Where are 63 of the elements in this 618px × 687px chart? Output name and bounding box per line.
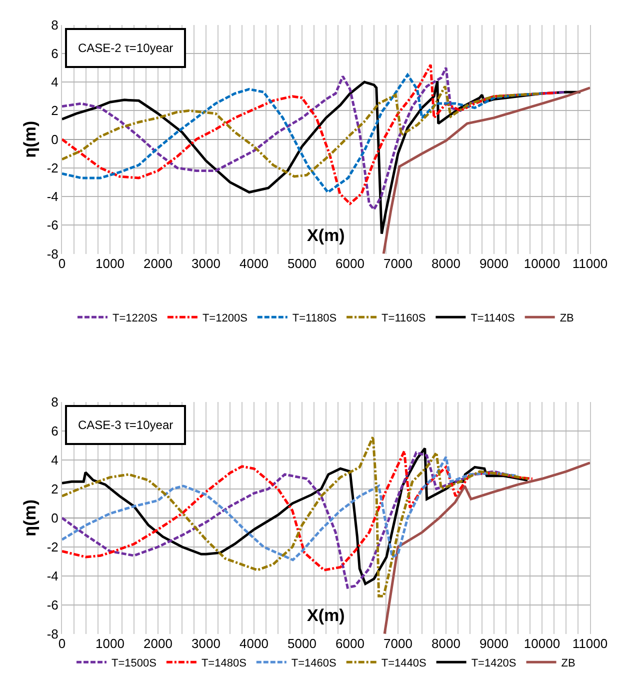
x-tick-label: 6000 — [336, 256, 364, 271]
y-tick-label: 8 — [51, 394, 58, 410]
y-tick-label: -2 — [46, 539, 58, 554]
legend-label: T=1500S — [112, 657, 156, 670]
legend-label: T=1440S — [381, 657, 426, 670]
x-tick-label: 8000 — [432, 636, 460, 651]
y-tick-label: -4 — [46, 189, 58, 204]
y-tick-label: 6 — [51, 423, 58, 438]
x-tick-label: 5000 — [288, 256, 316, 271]
x-axis-title: X(m) — [307, 606, 345, 625]
line-series — [382, 86, 590, 254]
x-tick-label: 4000 — [240, 256, 268, 271]
x-tick-label: 6000 — [336, 636, 364, 651]
x-tick-label: 3000 — [192, 256, 220, 271]
x-tick-label: 1000 — [96, 256, 124, 271]
x-tick-label: 7000 — [384, 636, 412, 651]
y-tick-label: -6 — [46, 597, 58, 612]
x-tick-label: 8000 — [432, 256, 460, 271]
legend-label: T=1200S — [202, 312, 248, 324]
legend-label: T=1220S — [112, 312, 158, 324]
y-axis-title: η(m) — [20, 120, 40, 158]
text: CASE-2 τ=10year — [78, 41, 174, 55]
legend-label: T=1160S — [382, 312, 426, 324]
x-axis-title: X(m) — [307, 226, 345, 245]
legend-label: ZB — [560, 312, 574, 324]
y-tick-label: -4 — [46, 568, 58, 584]
y-tick-label: -2 — [46, 160, 58, 176]
x-tick-label: 2000 — [144, 636, 172, 651]
y-tick-label: -8 — [46, 246, 58, 262]
x-tick-label: 10000 — [524, 256, 560, 271]
y-tick-label: 6 — [51, 46, 58, 61]
y-tick-label: -6 — [46, 218, 58, 233]
legend-label: T=1460S — [291, 657, 336, 670]
x-tick-label: 9000 — [480, 636, 508, 651]
legend-label: T=1420S — [471, 657, 516, 670]
line-series — [62, 85, 544, 178]
y-tick-label: 0 — [51, 132, 58, 147]
x-tick-label: 11000 — [572, 256, 608, 271]
line-series — [62, 456, 520, 562]
x-tick-label: 2000 — [144, 256, 172, 271]
y-axis-title: η(m) — [20, 499, 40, 536]
y-tick-label: 4 — [51, 452, 58, 468]
x-tick-label: 9000 — [480, 256, 508, 271]
legend-label: T=1140S — [470, 312, 515, 324]
y-tick-label: 4 — [51, 74, 58, 90]
text: CASE-3 τ=10year — [78, 418, 174, 432]
legend-label: ZB — [561, 657, 576, 670]
x-tick-label: 5000 — [288, 636, 316, 651]
y-tick-label: 2 — [51, 103, 58, 118]
x-tick-label: 4000 — [240, 636, 268, 651]
x-tick-label: 11000 — [572, 636, 608, 651]
y-tick-label: -8 — [46, 626, 58, 642]
x-tick-label: 1000 — [96, 636, 124, 651]
y-tick-label: 0 — [51, 510, 58, 526]
legend-label: T=1180S — [292, 312, 337, 324]
line-series — [383, 462, 590, 634]
x-tick-label: 7000 — [384, 256, 412, 271]
x-tick-label: 10000 — [524, 636, 560, 651]
y-tick-label: 2 — [51, 481, 58, 496]
legend-label: T=1480S — [201, 657, 246, 670]
y-tick-label: 8 — [51, 17, 58, 32]
x-tick-label: 3000 — [192, 636, 220, 651]
line-series — [62, 74, 544, 194]
